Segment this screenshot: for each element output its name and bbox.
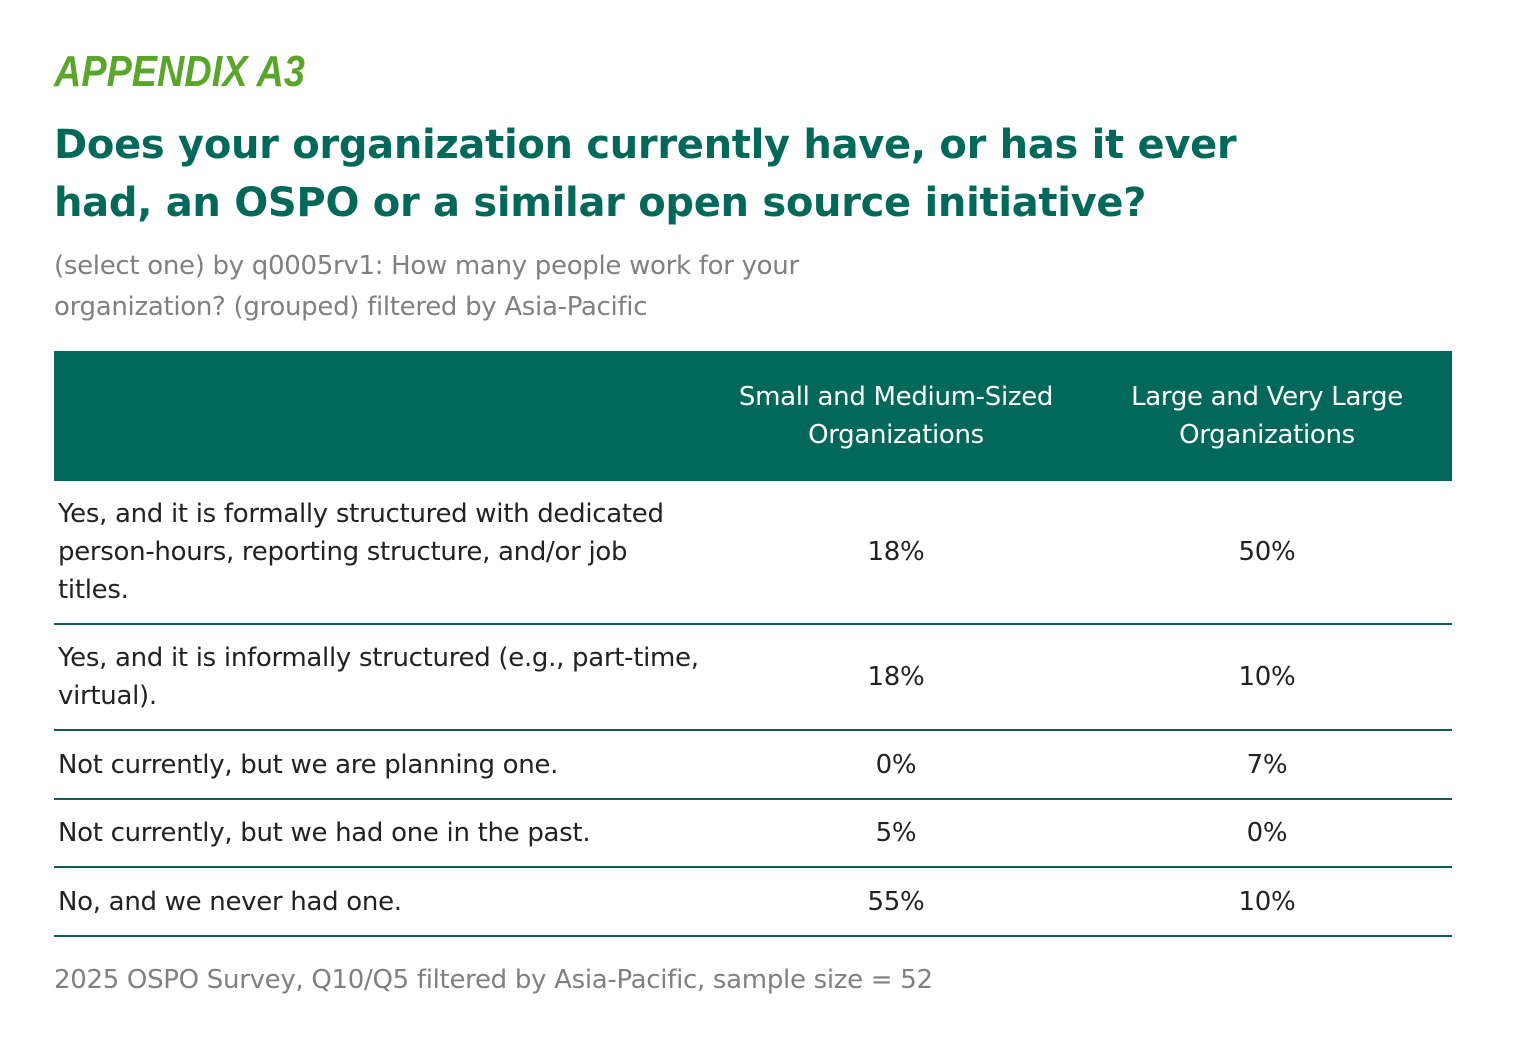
header-row: Small and Medium-Sized Organizations Lar…	[54, 351, 1452, 481]
table-body: Yes, and it is formally structured with …	[54, 481, 1452, 937]
table-row: Yes, and it is informally structured (e.…	[54, 624, 1452, 731]
table-row: No, and we never had one. 55% 10%	[54, 867, 1452, 937]
appendix-label: APPENDIX A3	[54, 47, 305, 96]
source-footnote: 2025 OSPO Survey, Q10/Q5 filtered by Asi…	[54, 965, 933, 995]
page-subtitle: (select one) by q0005rv1: How many peopl…	[54, 251, 799, 322]
page-title: Does your organization currently have, o…	[54, 122, 1237, 226]
small-medium-value: 55%	[710, 867, 1082, 937]
row-label: Not currently, but we are planning one.	[54, 730, 710, 800]
large-value: 10%	[1082, 867, 1452, 937]
large-value: 7%	[1082, 730, 1452, 800]
large-value: 0%	[1082, 799, 1452, 868]
row-label: Yes, and it is informally structured (e.…	[54, 624, 710, 731]
row-label: No, and we never had one.	[54, 867, 710, 937]
row-label: Not currently, but we had one in the pas…	[54, 799, 710, 868]
small-medium-value: 18%	[710, 624, 1082, 731]
row-label: Yes, and it is formally structured with …	[54, 481, 710, 625]
large-value: 10%	[1082, 624, 1452, 731]
small-medium-value: 0%	[710, 730, 1082, 800]
table-row: Not currently, but we had one in the pas…	[54, 799, 1452, 868]
small-medium-value: 5%	[710, 799, 1082, 868]
table-row: Not currently, but we are planning one. …	[54, 730, 1452, 800]
table-header: Small and Medium-Sized Organizations Lar…	[54, 351, 1452, 481]
small-medium-value: 18%	[710, 481, 1082, 625]
header-large: Large and Very Large Organizations	[1131, 382, 1403, 450]
header-label-column	[54, 351, 710, 481]
header-small-medium: Small and Medium-Sized Organizations	[738, 382, 1054, 450]
table-row: Yes, and it is formally structured with …	[54, 481, 1452, 625]
results-table: Small and Medium-Sized Organizations Lar…	[54, 351, 1452, 937]
large-value: 50%	[1082, 481, 1452, 625]
